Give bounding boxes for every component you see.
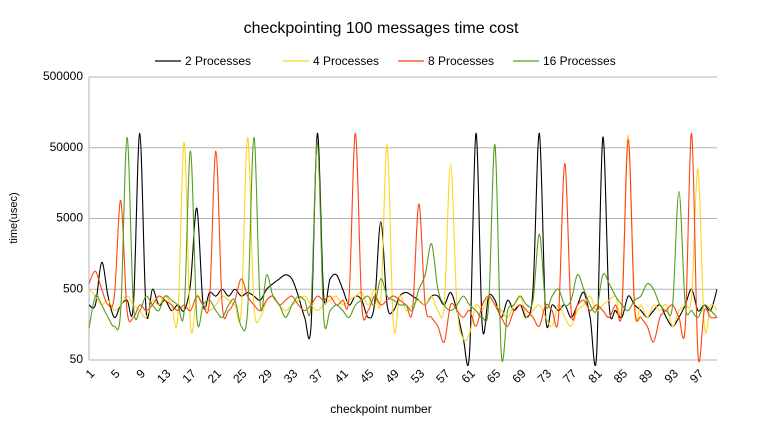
- legend-label: 8 Processes: [428, 54, 494, 68]
- x-tick-label: 53: [408, 366, 428, 386]
- x-tick-label: 81: [585, 366, 605, 386]
- plot: [88, 132, 718, 367]
- x-tick-label: 65: [484, 366, 504, 386]
- x-tick-label: 1: [83, 366, 98, 381]
- x-tick-label: 37: [306, 366, 326, 386]
- y-tick-label: 50: [70, 352, 84, 366]
- series-line: [88, 136, 718, 362]
- x-tick-label: 25: [230, 366, 250, 386]
- x-tick-label: 41: [332, 366, 352, 386]
- chart-title: checkpointing 100 messages time cost: [244, 20, 519, 37]
- y-tick-label: 5000: [56, 211, 83, 225]
- x-tick-label: 61: [459, 366, 479, 386]
- legend-label: 4 Processes: [313, 54, 379, 68]
- x-tick-label: 33: [281, 366, 301, 386]
- series-line: [88, 132, 718, 363]
- x-tick-label: 9: [133, 366, 148, 381]
- y-tick-label: 500000: [43, 69, 83, 83]
- x-tick-label: 73: [535, 366, 555, 386]
- x-tick-label: 13: [154, 366, 174, 386]
- x-tick-label: 17: [180, 366, 200, 386]
- x-tick-label: 45: [357, 366, 377, 386]
- x-tick-label: 49: [383, 366, 403, 386]
- x-tick-label: 69: [509, 366, 529, 386]
- series-line: [88, 132, 718, 367]
- y-tick-label: 500: [63, 281, 83, 295]
- y-tick-label: 50000: [50, 140, 84, 154]
- legend-label: 2 Processes: [185, 54, 251, 68]
- x-tick-label: 97: [687, 366, 707, 386]
- legend: 2 Processes 4 Processes 8 Processes 16 Proc…: [155, 54, 616, 68]
- x-tick-label: 29: [256, 366, 276, 386]
- x-tick-label: 85: [611, 366, 631, 386]
- y-axis-label: time(usec): [8, 192, 20, 243]
- x-tick-label: 21: [205, 366, 225, 386]
- x-tick-label: 5: [108, 366, 123, 381]
- series-line: [88, 134, 718, 342]
- x-tick-label: 93: [662, 366, 682, 386]
- x-tick-label: 89: [636, 366, 656, 386]
- legend-label: 16 Processes: [543, 54, 616, 68]
- x-tick-label: 77: [560, 366, 580, 386]
- x-axis-label: checkpoint number: [330, 402, 431, 416]
- x-tick-label: 57: [433, 366, 453, 386]
